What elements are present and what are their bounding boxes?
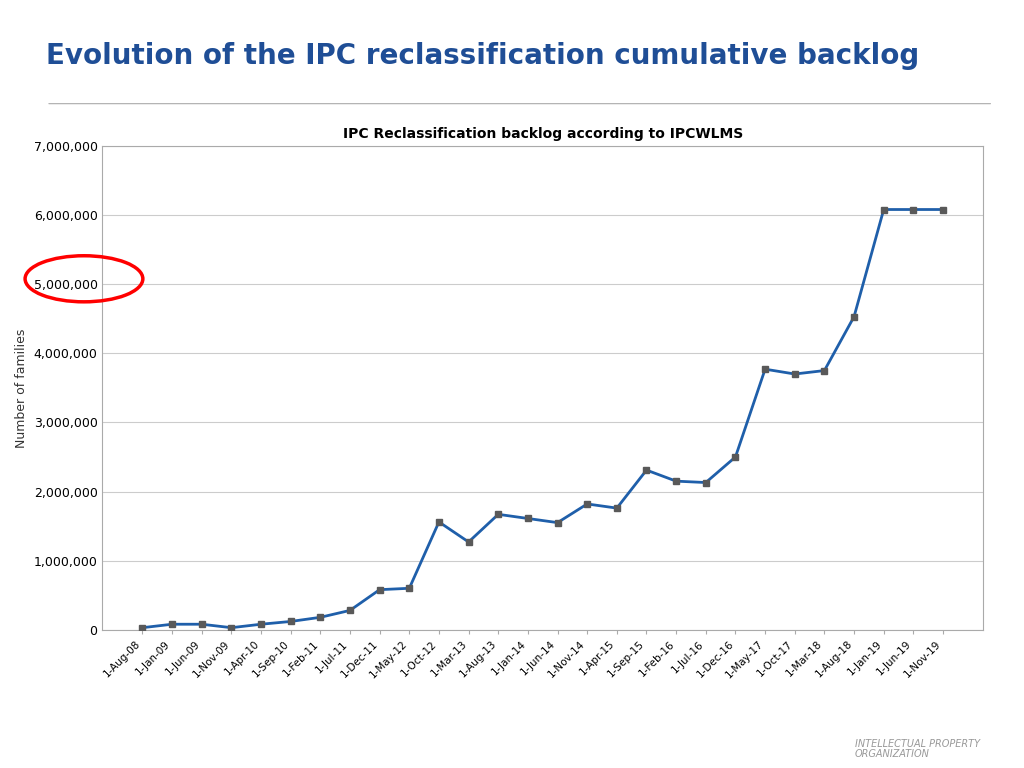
- Title: IPC Reclassification backlog according to IPCWLMS: IPC Reclassification backlog according t…: [343, 127, 742, 141]
- Text: INTELLECTUAL PROPERTY: INTELLECTUAL PROPERTY: [855, 739, 980, 749]
- Text: ORGANIZATION: ORGANIZATION: [855, 749, 930, 759]
- Y-axis label: Number of families: Number of families: [15, 328, 28, 448]
- Text: Evolution of the IPC reclassification cumulative backlog: Evolution of the IPC reclassification cu…: [46, 42, 920, 70]
